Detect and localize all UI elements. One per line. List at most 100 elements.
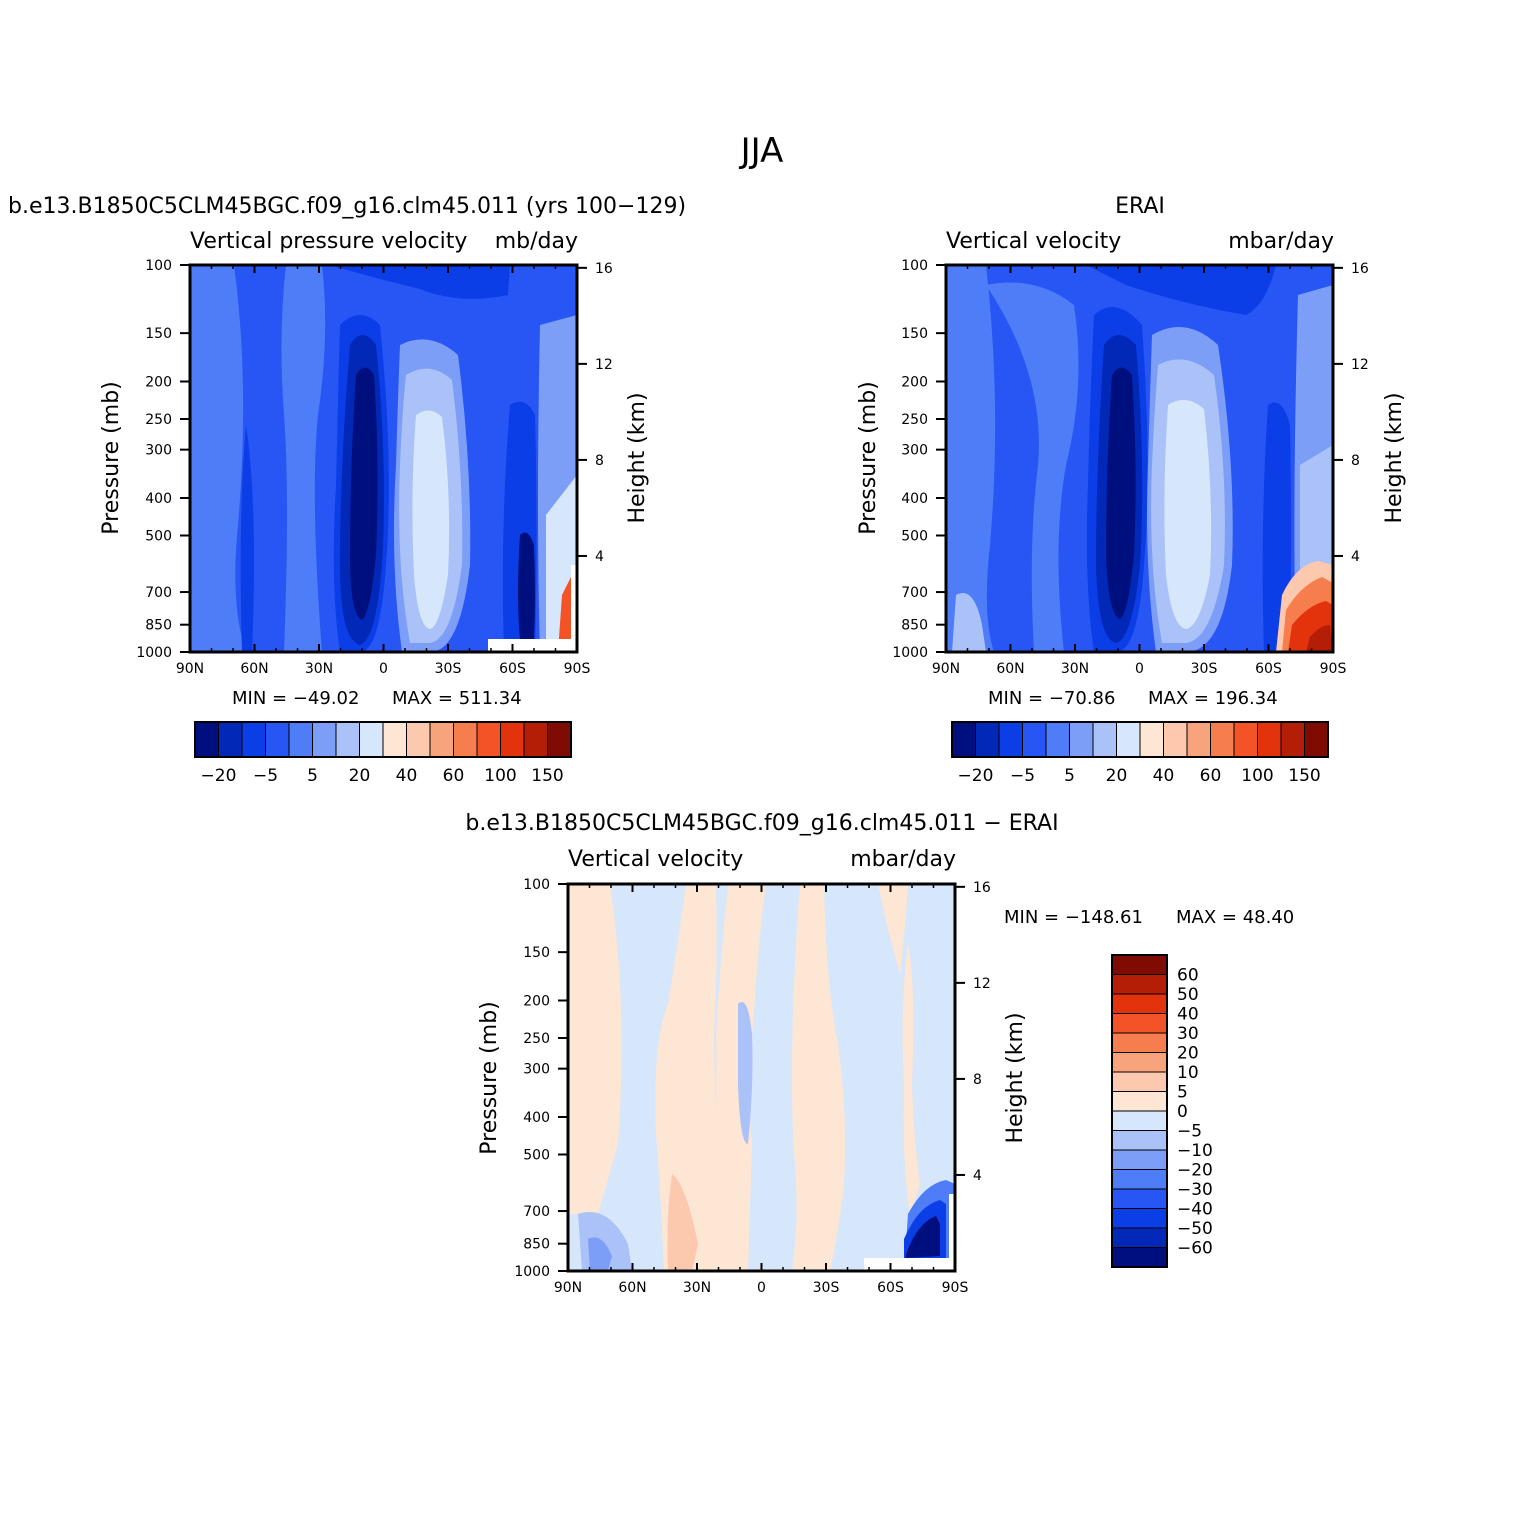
panel-obs: ERAI Vertical velocity mbar/day xyxy=(856,194,1407,786)
y-tick-label: 200 xyxy=(901,374,928,390)
colorbar-box xyxy=(1111,1188,1168,1209)
band-nh-polar xyxy=(190,265,246,652)
colorbar-box xyxy=(1139,721,1164,758)
height-tick-label: 12 xyxy=(595,357,613,373)
x-tick-label: 30S xyxy=(1191,661,1218,677)
colorbar-box xyxy=(1111,993,1168,1014)
colorbar-box xyxy=(1069,721,1094,758)
x-tick-label: 60S xyxy=(1255,661,1282,677)
colorbar-box xyxy=(1111,954,1168,975)
colorbar-box xyxy=(1111,1247,1168,1268)
colorbar-box xyxy=(1111,1091,1168,1112)
band-top-light xyxy=(1086,265,1276,315)
colorbar-frame xyxy=(951,721,1329,758)
colorbar-label: 60 xyxy=(1200,766,1222,786)
x-tick-label: 0 xyxy=(379,661,388,677)
max-label: MAX = 48.40 xyxy=(1176,907,1294,928)
colorbar-box xyxy=(453,721,478,758)
colorbar-label: 20 xyxy=(1106,766,1128,786)
colorbar-box xyxy=(312,721,337,758)
panel-title: b.e13.B1850C5CLM45BGC.f09_g16.clm45.011 … xyxy=(8,194,686,219)
colorbar-label: 5 xyxy=(1177,1083,1188,1103)
band-top-dark xyxy=(330,265,510,299)
panel-units-label: mb/day xyxy=(495,229,578,254)
y-tick-label: 100 xyxy=(523,877,550,893)
band-pos-nh-mid xyxy=(708,884,766,1271)
min-label: MIN = −49.02 xyxy=(232,688,359,709)
y-tick-label: 400 xyxy=(523,1110,550,1126)
x-tick-label: 90S xyxy=(564,661,591,677)
height-tick-label: 16 xyxy=(1351,261,1369,277)
field-base xyxy=(568,884,955,1271)
height-tick-label: 12 xyxy=(973,976,991,992)
band-neg-ridge xyxy=(738,1002,753,1144)
x-tick-label: 30S xyxy=(435,661,462,677)
colorbar-label: −40 xyxy=(1177,1200,1213,1220)
colorbar-box xyxy=(1045,721,1070,758)
colorbar-label: −5 xyxy=(1010,766,1035,786)
panel-left-label: Vertical velocity xyxy=(946,229,1121,254)
panel-left-label: Vertical pressure velocity xyxy=(190,229,467,254)
y-tick-label: 150 xyxy=(901,326,928,342)
missing-data-edge xyxy=(571,565,577,652)
colorbar-box xyxy=(1111,1208,1168,1229)
colorbar-label: −60 xyxy=(1177,1239,1213,1259)
x-tick-label: 30S xyxy=(813,1280,840,1296)
height-tick-label: 4 xyxy=(1351,549,1360,565)
y-axis-label: Pressure (mb) xyxy=(99,381,124,535)
colorbar-box xyxy=(288,721,313,758)
colorbar-label: 150 xyxy=(1288,766,1320,786)
y-tick-label: 400 xyxy=(145,491,172,507)
colorbar-box xyxy=(429,721,454,758)
colorbar-box xyxy=(359,721,384,758)
band-subsidence-3 xyxy=(1164,399,1212,629)
y-axis-label-right: Height (km) xyxy=(1003,1012,1028,1143)
max-label: MAX = 196.34 xyxy=(1148,688,1278,709)
colorbar-box xyxy=(1163,721,1188,758)
colorbar-label: −5 xyxy=(253,766,278,786)
height-tick-label: 12 xyxy=(1351,357,1369,373)
colorbar-box xyxy=(523,721,548,758)
y-tick-label: 500 xyxy=(901,529,928,545)
colorbar-box xyxy=(1111,1169,1168,1190)
x-tick-label: 60S xyxy=(499,661,526,677)
height-tick-label: 8 xyxy=(595,453,604,469)
colorbar-label: −30 xyxy=(1177,1180,1213,1200)
band-subsidence-3 xyxy=(412,410,450,629)
colorbar-label: 40 xyxy=(1177,1005,1199,1025)
y-tick-label: 150 xyxy=(145,326,172,342)
panel-model: b.e13.B1850C5CLM45BGC.f09_g16.clm45.011 … xyxy=(8,194,686,786)
colorbar-box xyxy=(265,721,290,758)
colorbar-box xyxy=(1111,1227,1168,1248)
band-nh-mid xyxy=(281,265,326,652)
x-tick-label: 90S xyxy=(942,1280,969,1296)
missing-data xyxy=(488,639,577,652)
y-tick-label: 700 xyxy=(523,1204,550,1220)
height-tick-label: 4 xyxy=(973,1168,982,1184)
band-nh-strip xyxy=(240,425,254,652)
colorbar-box xyxy=(194,721,219,758)
colorbar-box xyxy=(998,721,1023,758)
colorbar-box xyxy=(1111,1110,1168,1131)
y-tick-label: 1000 xyxy=(136,645,172,661)
contour-field xyxy=(190,265,577,652)
axis-ticks-layer: 90N 60N 30N 0 30S 60S 90S 100 150 200 250 300 400 500… xyxy=(892,258,1369,677)
y-tick-label: 850 xyxy=(901,618,928,634)
colorbar-box xyxy=(335,721,360,758)
axis-ticks-layer: 90N 60N 30N 0 30S 60S 90S 100 150 200 250 300 400 500… xyxy=(514,877,991,1296)
band-sh-storm-core xyxy=(518,532,535,640)
colorbar-box xyxy=(382,721,407,758)
band-sh-pos-4 xyxy=(1306,625,1333,652)
colorbar-label: 10 xyxy=(1177,1063,1199,1083)
band-itcz-core xyxy=(1106,367,1136,619)
colorbar-box xyxy=(1304,721,1329,758)
y-tick-label: 700 xyxy=(145,585,172,601)
colorbar-box xyxy=(1116,721,1141,758)
panel-title: ERAI xyxy=(1115,194,1165,219)
height-tick-label: 4 xyxy=(595,549,604,565)
x-tick-label: 30N xyxy=(305,661,333,677)
colorbar-box xyxy=(1111,1013,1168,1034)
band-nh-polar-light xyxy=(952,593,986,652)
